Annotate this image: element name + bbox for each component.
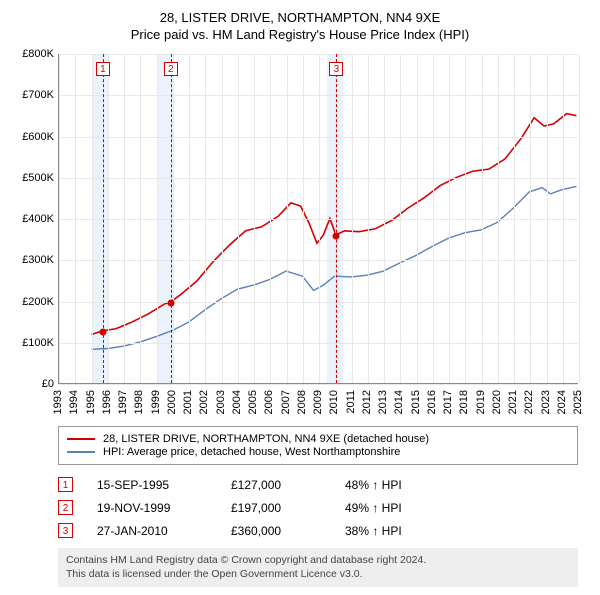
gridline-horizontal <box>59 95 578 96</box>
x-axis-tick: 2014 <box>393 390 405 414</box>
x-axis-tick: 2013 <box>377 390 389 414</box>
x-axis-tick: 2002 <box>198 390 210 414</box>
transactions-table: 1 15-SEP-1995 £127,000 48% ↑ HPI 2 19-NOV-199… <box>58 473 578 542</box>
legend-item: 28, LISTER DRIVE, NORTHAMPTON, NN4 9XE (… <box>67 433 569 445</box>
series-line-hpi <box>91 186 576 349</box>
transaction-price: £197,000 <box>231 501 321 515</box>
x-axis-tick: 2018 <box>458 390 470 414</box>
plot-region: 1 2 3 <box>58 54 578 384</box>
x-axis-tick: 2006 <box>263 390 275 414</box>
x-axis-tick: 2011 <box>345 390 357 414</box>
y-axis-tick: £0 <box>10 378 54 390</box>
x-axis-tick: 1996 <box>101 390 113 414</box>
x-axis-tick: 2007 <box>280 390 292 414</box>
x-axis-tick: 2009 <box>312 390 324 414</box>
event-marker-line <box>171 54 172 383</box>
x-axis-tick: 1995 <box>85 390 97 414</box>
gridline-horizontal <box>59 260 578 261</box>
x-axis-tick: 2000 <box>166 390 178 414</box>
x-axis-tick: 2017 <box>442 390 454 414</box>
x-axis-tick: 1998 <box>133 390 145 414</box>
gridline-horizontal <box>59 302 578 303</box>
x-axis-tick: 2020 <box>491 390 503 414</box>
chart-title: 28, LISTER DRIVE, NORTHAMPTON, NN4 9XE <box>10 10 590 25</box>
gridline-vertical <box>579 54 580 383</box>
legend-swatch <box>67 438 95 440</box>
event-data-point <box>99 328 106 335</box>
legend-label: HPI: Average price, detached house, West… <box>103 446 400 458</box>
legend-label: 28, LISTER DRIVE, NORTHAMPTON, NN4 9XE (… <box>103 433 429 445</box>
legend-item: HPI: Average price, detached house, West… <box>67 446 569 458</box>
transaction-date: 15-SEP-1995 <box>97 478 207 492</box>
x-axis-tick: 1994 <box>68 390 80 414</box>
x-axis-tick: 2010 <box>328 390 340 414</box>
event-marker-tag: 1 <box>96 62 110 76</box>
gridline-horizontal <box>59 384 578 385</box>
event-marker-tag: 2 <box>164 62 178 76</box>
y-axis-tick: £100K <box>10 337 54 349</box>
transaction-tag: 3 <box>58 523 73 538</box>
y-axis-tick: £500K <box>10 172 54 184</box>
transaction-price: £127,000 <box>231 478 321 492</box>
x-axis-tick: 2004 <box>231 390 243 414</box>
y-axis-tick: £700K <box>10 89 54 101</box>
event-marker-line <box>336 54 337 383</box>
transaction-pct-vs-hpi: 48% ↑ HPI <box>345 478 455 492</box>
transaction-date: 19-NOV-1999 <box>97 501 207 515</box>
transaction-pct-vs-hpi: 38% ↑ HPI <box>345 524 455 538</box>
x-axis-tick: 1993 <box>52 390 64 414</box>
legend-box: 28, LISTER DRIVE, NORTHAMPTON, NN4 9XE (… <box>58 426 578 465</box>
y-axis-tick: £200K <box>10 296 54 308</box>
x-axis-tick: 2003 <box>215 390 227 414</box>
x-axis-tick: 2005 <box>247 390 259 414</box>
x-axis-tick: 2012 <box>361 390 373 414</box>
event-data-point <box>167 299 174 306</box>
gridline-horizontal <box>59 178 578 179</box>
x-axis-tick: 2024 <box>556 390 568 414</box>
footer-line-2: This data is licensed under the Open Gov… <box>66 568 570 582</box>
footer-attribution: Contains HM Land Registry data © Crown c… <box>58 548 578 587</box>
transaction-date: 27-JAN-2010 <box>97 524 207 538</box>
transaction-price: £360,000 <box>231 524 321 538</box>
y-axis-tick: £400K <box>10 213 54 225</box>
transaction-pct-vs-hpi: 49% ↑ HPI <box>345 501 455 515</box>
x-axis-tick: 2016 <box>426 390 438 414</box>
x-axis-tick: 2022 <box>523 390 535 414</box>
chart-subtitle: Price paid vs. HM Land Registry's House … <box>10 27 590 42</box>
event-data-point <box>333 232 340 239</box>
x-axis-tick: 2008 <box>296 390 308 414</box>
x-axis-tick: 1999 <box>150 390 162 414</box>
x-axis-tick: 1997 <box>117 390 129 414</box>
gridline-horizontal <box>59 219 578 220</box>
gridline-horizontal <box>59 343 578 344</box>
gridline-horizontal <box>59 54 578 55</box>
chart-area: 1 2 3 1993 1994 1995 1996 1997 1998 1999 2000 2001… <box>10 50 590 420</box>
transaction-row: 3 27-JAN-2010 £360,000 38% ↑ HPI <box>58 519 578 542</box>
x-axis-tick: 2023 <box>540 390 552 414</box>
y-axis-tick: £800K <box>10 48 54 60</box>
x-axis-tick: 2001 <box>182 390 194 414</box>
gridline-horizontal <box>59 137 578 138</box>
y-axis-tick: £600K <box>10 131 54 143</box>
x-axis-tick: 2019 <box>475 390 487 414</box>
y-axis-tick: £300K <box>10 254 54 266</box>
legend-swatch <box>67 451 95 453</box>
transaction-row: 1 15-SEP-1995 £127,000 48% ↑ HPI <box>58 473 578 496</box>
footer-line-1: Contains HM Land Registry data © Crown c… <box>66 554 570 568</box>
x-axis-tick: 2021 <box>507 390 519 414</box>
transaction-tag: 1 <box>58 477 73 492</box>
transaction-row: 2 19-NOV-1999 £197,000 49% ↑ HPI <box>58 496 578 519</box>
x-axis-tick: 2015 <box>410 390 422 414</box>
event-marker-tag: 3 <box>329 62 343 76</box>
transaction-tag: 2 <box>58 500 73 515</box>
x-axis-tick: 2025 <box>572 390 584 414</box>
